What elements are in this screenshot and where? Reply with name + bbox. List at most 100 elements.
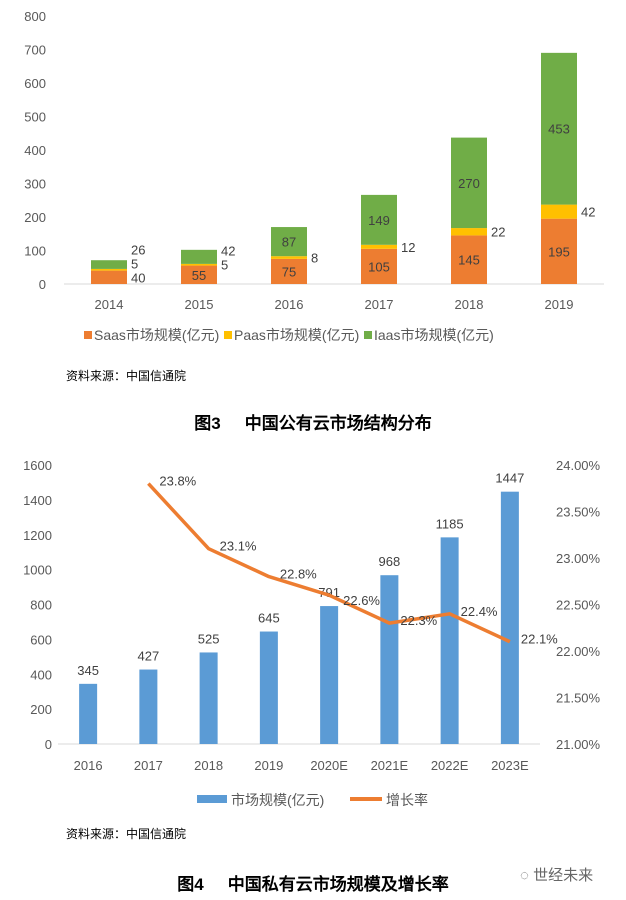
bar-data-label: 1447 [495, 471, 524, 486]
bar-data-label: 345 [77, 663, 99, 678]
line-data-label: 22.8% [280, 567, 317, 582]
bar [440, 537, 459, 744]
bar [139, 669, 158, 744]
y-tick-label: 200 [24, 210, 46, 225]
y-tick-label: 1600 [23, 458, 52, 473]
y-tick-label: 600 [24, 76, 46, 91]
bar-data-label: 645 [258, 611, 280, 626]
x-tick-label: 2023E [491, 758, 529, 773]
data-label: 55 [192, 268, 206, 283]
line-data-label: 22.3% [400, 613, 437, 628]
bar-segment [91, 268, 127, 271]
line-data-label: 23.1% [220, 539, 257, 554]
data-label: 12 [401, 240, 415, 255]
data-label: 26 [131, 242, 145, 257]
line-data-label: 22.4% [461, 604, 498, 619]
data-label: 8 [311, 251, 318, 266]
bar-segment [451, 235, 487, 284]
bar-segment [541, 52, 577, 205]
x-tick-label: 2017 [134, 758, 163, 773]
data-label: 22 [491, 225, 505, 240]
watermark: ◌ 世经未来 [520, 864, 593, 885]
caption-title: 中国私有云市场规模及增长率 [227, 875, 449, 894]
x-tick-label: 2020E [310, 758, 348, 773]
bar-data-label: 1185 [436, 516, 464, 531]
x-tick-label: 2016 [74, 758, 103, 773]
bar-segment [271, 256, 307, 259]
y-tick-label: 700 [24, 43, 46, 58]
data-label: 5 [221, 258, 228, 273]
legend-swatch [364, 331, 372, 339]
legend-swatch-bar [197, 795, 227, 803]
y-tick-label: 200 [30, 702, 52, 717]
x-tick-label: 2014 [95, 297, 124, 312]
bar-segment [181, 263, 217, 266]
legend-label: 市场规模(亿元) [231, 792, 324, 808]
data-label: 149 [368, 213, 390, 228]
bar-segment [541, 218, 577, 284]
bar-segment [91, 270, 127, 284]
y2-tick-label: 23.00% [556, 551, 601, 566]
source-note-2: 资料来源：中国信通院 [66, 827, 187, 841]
chart-public-cloud: 0100200300400500600700800405262014555422… [24, 9, 604, 343]
caption-number: 图3 [194, 414, 221, 433]
y-tick-label: 800 [30, 598, 52, 613]
bar-segment [541, 204, 577, 219]
bar-segment [361, 194, 397, 245]
y2-tick-label: 24.00% [556, 458, 601, 473]
y2-tick-label: 22.50% [556, 598, 601, 613]
y-tick-label: 400 [30, 667, 52, 682]
data-label: 195 [548, 244, 570, 259]
y-tick-label: 1400 [23, 493, 52, 508]
caption-fig3: 图3 中国公有云市场结构分布 [0, 409, 626, 434]
bar [79, 683, 98, 744]
bar-data-label: 525 [198, 631, 220, 646]
y-tick-label: 600 [30, 632, 52, 647]
bar-segment [361, 244, 397, 249]
y2-tick-label: 21.50% [556, 691, 601, 706]
bar-data-label: 968 [379, 554, 401, 569]
y-tick-label: 400 [24, 143, 46, 158]
legend-label: Iaas市场规模(亿元) [374, 327, 494, 343]
bar-data-label: 427 [138, 649, 160, 664]
bar-segment [271, 227, 307, 257]
line-data-label: 22.6% [343, 593, 380, 608]
bar-segment [181, 249, 217, 264]
y-tick-label: 100 [24, 244, 46, 259]
bar [380, 575, 399, 744]
data-label: 5 [131, 256, 138, 271]
line-data-label: 23.8% [159, 474, 196, 489]
y-tick-label: 1000 [23, 563, 52, 578]
legend-swatch [224, 331, 232, 339]
legend-label: Saas市场规模(亿元) [94, 327, 219, 343]
data-label: 40 [131, 270, 145, 285]
bar-segment [271, 258, 307, 284]
bar [199, 652, 218, 744]
wechat-icon: ◌ [520, 867, 529, 884]
data-label: 87 [282, 235, 296, 250]
x-tick-label: 2017 [365, 297, 394, 312]
legend-label: Paas市场规模(亿元) [234, 327, 359, 343]
caption-title: 中国公有云市场结构分布 [244, 414, 432, 433]
watermark-text: 世经未来 [533, 867, 594, 884]
bar [500, 491, 519, 744]
bar-segment [181, 265, 217, 284]
y-tick-label: 0 [45, 737, 52, 752]
x-tick-label: 2018 [194, 758, 223, 773]
bar-segment [451, 137, 487, 229]
bar [320, 606, 339, 744]
bar [259, 631, 278, 744]
y2-tick-label: 21.00% [556, 737, 601, 752]
data-label: 270 [458, 176, 480, 191]
x-tick-label: 2021E [371, 758, 409, 773]
y-tick-label: 500 [24, 110, 46, 125]
data-label: 145 [458, 253, 480, 268]
y2-tick-label: 22.00% [556, 644, 601, 659]
x-tick-label: 2019 [254, 758, 283, 773]
caption-fig4: 图4 中国私有云市场规模及增长率 [0, 870, 626, 895]
line-data-label: 22.1% [521, 632, 558, 647]
bar-segment [91, 260, 127, 269]
x-tick-label: 2015 [185, 297, 214, 312]
y2-tick-label: 23.50% [556, 505, 601, 520]
